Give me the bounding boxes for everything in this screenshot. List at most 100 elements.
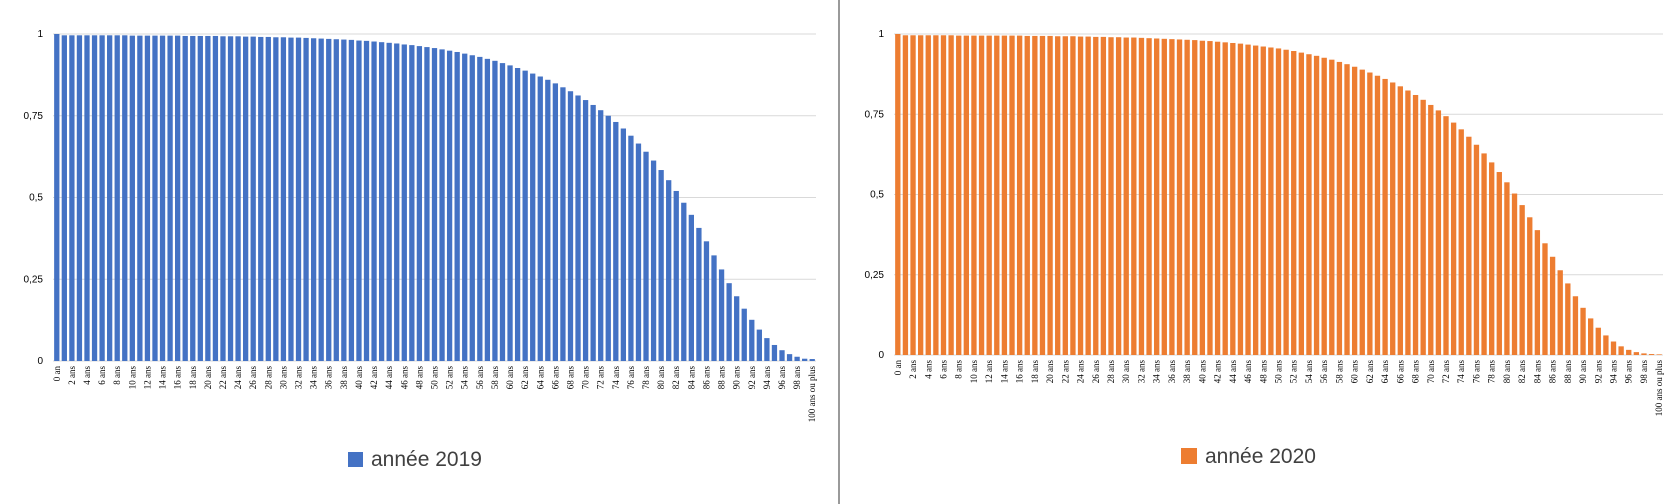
x-tick-label: 100 ans ou plus (807, 366, 817, 423)
bar (1306, 54, 1312, 356)
bar (514, 68, 521, 362)
bar (1001, 35, 1008, 355)
x-tick-label: 18 ans (1030, 360, 1040, 384)
x-tick-label: 80 ans (1502, 360, 1512, 384)
bar (469, 55, 475, 361)
x-tick-label: 86 ans (1548, 360, 1558, 384)
x-tick-label: 6 ans (938, 360, 948, 379)
x-tick-label: 36 ans (1167, 360, 1177, 384)
bar (220, 36, 226, 361)
bar (507, 65, 513, 361)
bar (666, 180, 672, 361)
bar (1108, 37, 1114, 356)
bar (1047, 35, 1053, 356)
bar (182, 35, 188, 361)
x-tick-label: 48 ans (414, 366, 424, 390)
bar (1154, 38, 1160, 356)
bar (1496, 172, 1502, 355)
bar (925, 35, 931, 356)
x-tick-label: 90 ans (1578, 360, 1588, 384)
x-tick-label: 66 ans (550, 366, 560, 390)
bar (1268, 47, 1274, 356)
bar (1595, 327, 1601, 355)
x-tick-label: 82 ans (1517, 360, 1527, 384)
bar (1359, 69, 1365, 356)
bar (530, 73, 536, 361)
bar (1405, 90, 1411, 355)
y-tick-label: 0 (37, 356, 43, 367)
x-tick-label: 0 an (52, 366, 62, 382)
x-tick-label: 4 ans (82, 366, 92, 385)
bar (1321, 57, 1327, 356)
bar (1222, 42, 1228, 355)
bar (492, 60, 498, 362)
bar (446, 50, 453, 361)
bar (1572, 296, 1579, 355)
x-tick-label: 26 ans (248, 366, 258, 390)
bar (1214, 41, 1221, 355)
bar (1489, 162, 1495, 355)
bar (1085, 36, 1091, 356)
bar (522, 70, 528, 362)
bar (288, 37, 294, 362)
bar (1504, 182, 1510, 355)
bar (1481, 153, 1487, 355)
x-tick-label: 6 ans (97, 366, 107, 385)
bar (348, 39, 355, 362)
bar (1009, 35, 1015, 355)
x-tick-label: 40 ans (1197, 360, 1207, 384)
x-tick-label: 28 ans (1106, 360, 1116, 384)
bar (1367, 72, 1373, 356)
bar (1618, 346, 1624, 355)
bar (1298, 52, 1305, 355)
x-tick-label: 54 ans (1304, 360, 1314, 384)
bar (1146, 38, 1152, 355)
bar (394, 43, 400, 361)
bar (688, 214, 694, 361)
bar (1557, 270, 1563, 355)
bar (1260, 46, 1266, 355)
bar (613, 121, 619, 361)
bar (242, 36, 249, 362)
x-tick-label: 46 ans (1243, 360, 1253, 384)
bar (582, 100, 589, 361)
x-tick-label: 38 ans (339, 366, 349, 390)
bar (756, 329, 762, 361)
bar (1329, 59, 1335, 356)
bar (54, 34, 60, 361)
x-tick-label: 94 ans (762, 366, 772, 390)
x-tick-label: 8 ans (112, 366, 122, 385)
x-tick-label: 88 ans (717, 366, 727, 390)
bar (681, 202, 687, 361)
x-tick-label: 98 ans (1639, 360, 1649, 384)
bar (303, 37, 309, 361)
bar (212, 35, 219, 361)
bar (1641, 353, 1647, 355)
x-tick-label: 10 ans (127, 366, 137, 390)
bar (1397, 86, 1403, 355)
bar (1648, 354, 1655, 355)
bar (552, 83, 559, 361)
bar (371, 41, 377, 362)
bar (1450, 122, 1457, 355)
x-tick-label: 92 ans (1593, 360, 1603, 384)
bar (605, 115, 611, 361)
bar (454, 51, 460, 362)
x-tick-label: 44 ans (1228, 360, 1238, 384)
bar (1237, 43, 1244, 355)
bar (948, 35, 954, 356)
bar (159, 35, 166, 361)
x-tick-label: 74 ans (1456, 360, 1466, 384)
bar (1610, 341, 1617, 355)
bar (107, 35, 113, 362)
bar (703, 241, 710, 361)
bar (1169, 39, 1175, 356)
x-tick-label: 64 ans (535, 366, 545, 390)
bar (1024, 35, 1030, 356)
x-tick-label: 56 ans (475, 366, 485, 390)
bar (917, 35, 924, 356)
chart-2020: 0 0,25 0,5 0,75 1 0 an 2 ans 4 ans 6 ans 8 ans 10 … (865, 29, 1665, 468)
bar (1656, 354, 1662, 355)
x-tick-label: 100 ans ou plus (1654, 360, 1664, 417)
bar (1412, 94, 1419, 356)
